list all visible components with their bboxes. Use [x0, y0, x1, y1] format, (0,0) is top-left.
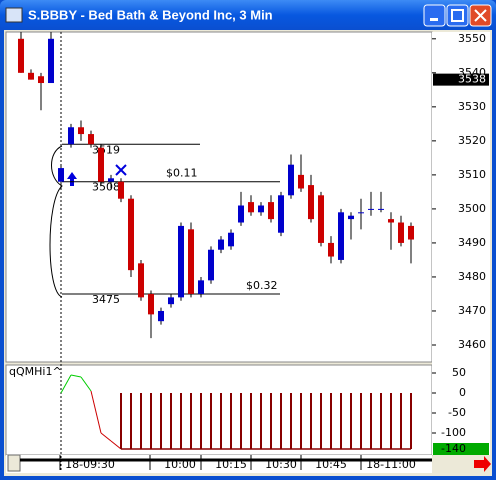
candle-body — [408, 225, 414, 240]
minimize-icon — [430, 18, 438, 21]
level-label: 3508 — [92, 181, 120, 194]
candle-body — [58, 168, 64, 182]
y-tick-label: 3510 — [458, 168, 486, 181]
candle-body — [398, 222, 404, 243]
candle-body — [158, 310, 164, 322]
x-tick-label: 18-09:30 — [65, 458, 115, 471]
candle-body — [28, 72, 34, 80]
title-bar — [0, 0, 496, 30]
level-label: 3475 — [92, 293, 120, 306]
candle-body — [278, 195, 284, 233]
y-tick-label: 3530 — [458, 100, 486, 113]
candle-body — [388, 219, 394, 223]
x-marker — [115, 164, 127, 176]
last-price-label: 3538 — [458, 73, 486, 86]
candle-body — [238, 205, 244, 223]
candle-body — [188, 229, 194, 294]
candle-body — [48, 38, 54, 84]
indicator-segment — [80, 376, 92, 392]
candle-body — [248, 202, 254, 213]
candle-body — [268, 202, 274, 220]
y-tick-label: 3490 — [458, 236, 486, 249]
window-title: S.BBBY - Bed Bath & Beyond Inc, 3 Min — [28, 7, 273, 22]
indicator-segment — [90, 390, 102, 434]
range-label: $0.11 — [166, 167, 198, 180]
candle-body — [298, 174, 304, 189]
indicator-segment — [70, 374, 82, 378]
candle-body — [148, 293, 154, 315]
candle-body — [78, 127, 84, 135]
candle-body — [338, 212, 344, 260]
candle-body — [168, 297, 174, 305]
y-tick-label: -50 — [448, 406, 466, 419]
y-tick-label: 3500 — [458, 202, 486, 215]
indicator-segment — [100, 432, 112, 442]
candle-body — [138, 263, 144, 298]
candle-body — [308, 185, 314, 220]
candle-body — [178, 225, 184, 298]
candle-body — [108, 178, 114, 182]
candle-body — [318, 195, 324, 243]
candle-body — [68, 127, 74, 145]
candle-body — [368, 208, 374, 210]
level-label: 3519 — [92, 143, 120, 156]
indicator-title: qQMHi1^ — [9, 365, 62, 378]
range-label: $0.32 — [246, 279, 278, 292]
candle-body — [18, 38, 24, 73]
x-tick-label: 10:45 — [315, 458, 347, 471]
candle-body — [328, 242, 334, 257]
candle-body — [88, 134, 94, 145]
candle-body — [218, 239, 224, 250]
scroll-thumb[interactable] — [7, 454, 21, 472]
candle-body — [118, 181, 124, 199]
candle-body — [378, 208, 384, 210]
y-tick-label: 3550 — [458, 32, 486, 45]
candle-body — [208, 249, 214, 281]
maximize-icon — [451, 9, 464, 22]
indicator-segment — [60, 374, 72, 394]
candle-body — [228, 232, 234, 247]
last-value-label: -140 — [441, 442, 466, 455]
last-value-box — [433, 443, 489, 455]
candle-body — [348, 215, 354, 220]
close-icon — [474, 9, 487, 22]
range-bracket — [49, 145, 63, 298]
last-price-box — [433, 73, 489, 86]
price-panel — [5, 31, 433, 363]
minimize-button[interactable] — [423, 4, 446, 27]
x-tick-label: 10:15 — [215, 458, 247, 471]
x-tick-label: 18-11:00 — [366, 458, 416, 471]
app-icon — [5, 7, 23, 23]
y-tick-label: 0 — [459, 386, 466, 399]
y-tick-label: -100 — [441, 426, 466, 439]
y-tick-label: 3470 — [458, 304, 486, 317]
candle-body — [288, 164, 294, 196]
y-tick-label: 50 — [452, 366, 466, 379]
buy-arrow — [67, 172, 77, 186]
candle-body — [38, 76, 44, 84]
axis-area — [432, 32, 490, 455]
candle-body — [128, 198, 134, 271]
x-tick-label: 10:30 — [265, 458, 297, 471]
candle-body — [198, 280, 204, 294]
candle-body — [258, 205, 264, 213]
maximize-button[interactable] — [446, 4, 469, 27]
y-tick-label: 3460 — [458, 338, 486, 351]
scroll-right-arrow[interactable] — [474, 456, 491, 472]
candle-body — [98, 147, 104, 182]
indicator-segment — [110, 440, 122, 450]
candle-body — [358, 212, 364, 214]
indicator-panel — [5, 364, 433, 456]
y-tick-label: 3520 — [458, 134, 486, 147]
y-tick-label: 3480 — [458, 270, 486, 283]
x-tick-label: 10:00 — [164, 458, 196, 471]
